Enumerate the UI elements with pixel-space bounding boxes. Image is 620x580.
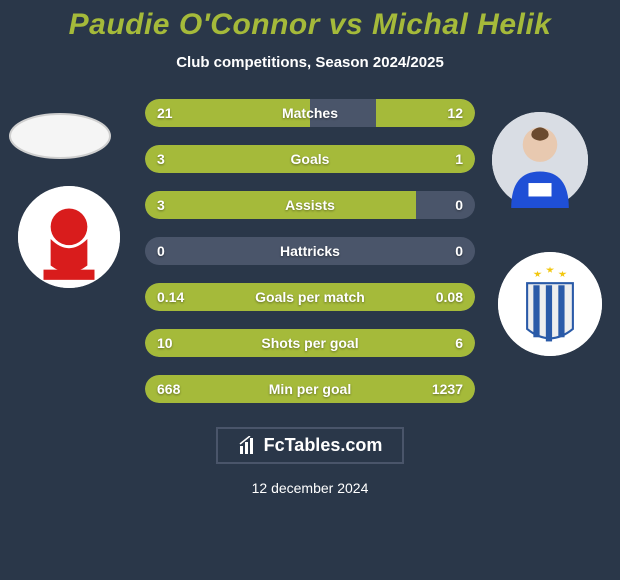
left-player-avatar <box>8 112 112 160</box>
subtitle: Club competitions, Season 2024/2025 <box>176 54 444 71</box>
stat-label: Matches <box>145 99 475 127</box>
stat-value-right: 6 <box>455 329 463 357</box>
stats-list: 21 Matches 12 3 Goals 1 3 Assists 0 0 Ha… <box>145 99 475 403</box>
stat-label: Assists <box>145 191 475 219</box>
stat-row: 668 Min per goal 1237 <box>145 375 475 403</box>
stat-label: Shots per goal <box>145 329 475 357</box>
stat-value-right: 0.08 <box>436 283 463 311</box>
chart-icon <box>238 436 258 456</box>
page-title: Paudie O'Connor vs Michal Helik <box>69 8 552 42</box>
stat-label: Hattricks <box>145 237 475 265</box>
comparison-card: Paudie O'Connor vs Michal Helik Club com… <box>0 0 620 580</box>
left-club-badge <box>18 186 120 288</box>
stat-row: 0.14 Goals per match 0.08 <box>145 283 475 311</box>
stat-row: 3 Goals 1 <box>145 145 475 173</box>
stat-row: 21 Matches 12 <box>145 99 475 127</box>
stat-label: Min per goal <box>145 375 475 403</box>
stat-row: 3 Assists 0 <box>145 191 475 219</box>
stat-label: Goals per match <box>145 283 475 311</box>
right-player-avatar <box>492 112 588 208</box>
stat-row: 0 Hattricks 0 <box>145 237 475 265</box>
stat-value-right: 1237 <box>432 375 463 403</box>
stat-row: 10 Shots per goal 6 <box>145 329 475 357</box>
brand-box: FcTables.com <box>216 427 405 464</box>
brand-text: FcTables.com <box>264 435 383 456</box>
stat-value-right: 1 <box>455 145 463 173</box>
stat-value-right: 0 <box>455 191 463 219</box>
right-club-badge <box>498 252 602 356</box>
stat-value-right: 0 <box>455 237 463 265</box>
date-text: 12 december 2024 <box>252 480 369 496</box>
stat-label: Goals <box>145 145 475 173</box>
stat-value-right: 12 <box>447 99 463 127</box>
